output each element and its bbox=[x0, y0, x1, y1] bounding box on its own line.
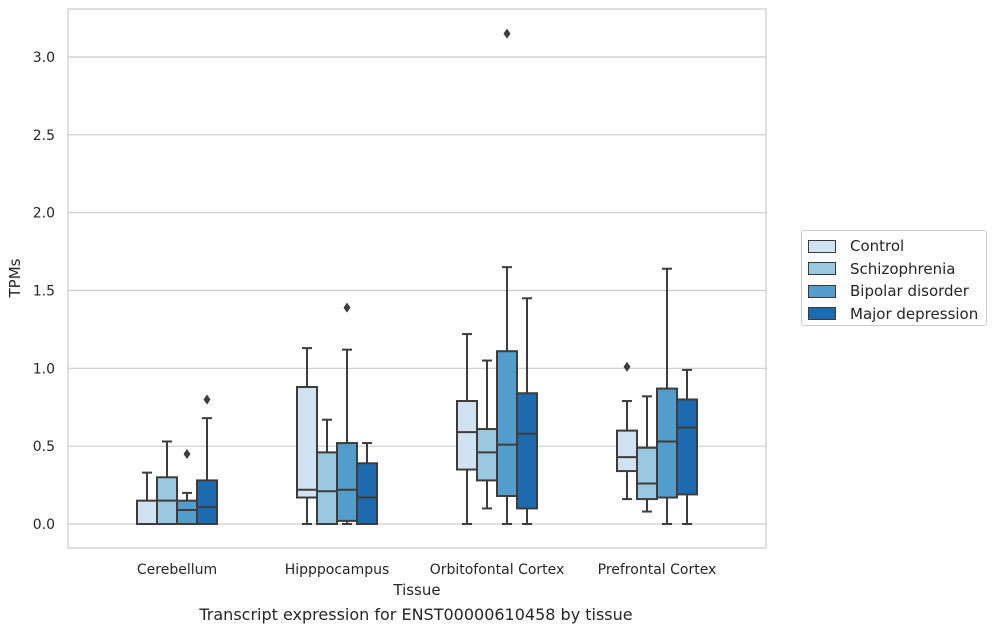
y-tick-label: 1.5 bbox=[33, 284, 55, 300]
outlier-point bbox=[203, 394, 211, 405]
outlier-point bbox=[503, 28, 511, 39]
legend-swatch-schizophrenia bbox=[808, 262, 836, 276]
box bbox=[476, 428, 498, 482]
x-tick-labels: Cerebellum Hipppocampus Orbitofontal Corte… bbox=[137, 562, 716, 578]
legend-label-schizophrenia: Schizophrenia bbox=[850, 259, 956, 278]
x-tick-label: Cerebellum bbox=[137, 562, 217, 578]
legend-label-bipolar: Bipolar disorder bbox=[850, 282, 969, 301]
box bbox=[356, 462, 378, 526]
box-series bbox=[136, 28, 698, 526]
legend-item-control: Control bbox=[808, 235, 986, 258]
y-tick-labels: 0.0 0.5 1.0 1.5 2.0 2.5 3.0 bbox=[33, 50, 55, 533]
legend-item-depression: Major depression bbox=[808, 303, 986, 326]
box bbox=[636, 446, 658, 501]
legend-swatch-depression bbox=[808, 307, 836, 321]
outlier-point bbox=[343, 302, 351, 313]
x-tick-label: Orbitofontal Cortex bbox=[430, 562, 565, 578]
legend-label-control: Control bbox=[850, 237, 905, 256]
box bbox=[336, 442, 358, 522]
legend-item-schizophrenia: Schizophrenia bbox=[808, 258, 986, 281]
box bbox=[316, 451, 338, 526]
y-axis-title: TPMs bbox=[6, 258, 24, 298]
y-tick-label: 1.0 bbox=[33, 361, 55, 377]
y-tick-label: 0.0 bbox=[33, 517, 55, 533]
y-tick-label: 2.5 bbox=[33, 128, 55, 144]
legend-item-bipolar: Bipolar disorder bbox=[808, 280, 986, 303]
box bbox=[496, 350, 518, 497]
box bbox=[456, 400, 478, 471]
legend-label-depression: Major depression bbox=[850, 304, 979, 323]
box bbox=[656, 387, 678, 499]
y-tick-label: 0.5 bbox=[33, 439, 55, 455]
y-tick-label: 3.0 bbox=[33, 50, 55, 66]
x-axis-title: Tissue bbox=[392, 581, 440, 599]
box bbox=[676, 398, 698, 496]
box bbox=[176, 499, 198, 525]
box bbox=[516, 392, 538, 510]
x-tick-label: Prefrontal Cortex bbox=[598, 562, 717, 578]
gridlines bbox=[68, 56, 766, 525]
box bbox=[296, 386, 318, 499]
legend: Control Schizophrenia Bipolar disorder M… bbox=[801, 230, 987, 326]
box bbox=[136, 499, 158, 525]
box bbox=[616, 429, 638, 473]
legend-swatch-control bbox=[808, 239, 836, 253]
chart-caption: Transcript expression for ENST0000061045… bbox=[199, 605, 633, 624]
x-tick-label: Hipppocampus bbox=[285, 562, 390, 578]
y-tick-label: 2.0 bbox=[33, 206, 55, 222]
plot-frame bbox=[67, 8, 767, 549]
legend-swatch-bipolar bbox=[808, 284, 836, 298]
outlier-point bbox=[623, 361, 631, 372]
outlier-point bbox=[183, 448, 191, 459]
box bbox=[196, 479, 218, 525]
